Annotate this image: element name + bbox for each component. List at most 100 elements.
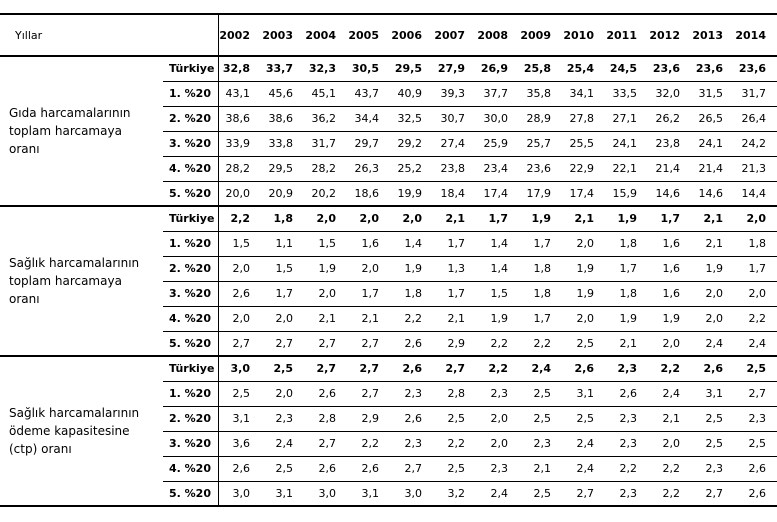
value-cell: 31,7 xyxy=(734,80,777,106)
value-cell: 1,7 xyxy=(433,280,476,306)
value-cell: 2,1 xyxy=(562,205,605,231)
value-cell: 1,9 xyxy=(691,255,734,281)
table-row: 1. %20 1,5 1,1 1,5 1,6 1,4 1,7 1,4 1,7 2,0 1,8 1,6 2… xyxy=(0,230,777,256)
value-cell: 2,6 xyxy=(217,455,261,481)
value-cell: 2,1 xyxy=(433,205,476,231)
value-cell: 1,8 xyxy=(605,230,648,256)
value-cell: 17,9 xyxy=(519,180,562,206)
value-cell: 34,1 xyxy=(562,80,605,106)
value-cell: 2,0 xyxy=(476,430,519,456)
value-cell: 2,0 xyxy=(476,405,519,431)
value-cell: 29,5 xyxy=(390,55,433,81)
value-cell: 3,1 xyxy=(562,380,605,406)
value-cell: 2,1 xyxy=(304,305,347,331)
value-cell: 1,9 xyxy=(605,305,648,331)
value-cell: 2,6 xyxy=(390,355,433,381)
row-label: 2. %20 xyxy=(163,105,218,131)
value-cell: 19,9 xyxy=(390,180,433,206)
section-label: Gıda harcamalarının toplam harcamaya ora… xyxy=(0,55,163,206)
value-cell: 2,3 xyxy=(691,455,734,481)
value-cell: 2,8 xyxy=(433,380,476,406)
value-cell: 2,0 xyxy=(261,305,304,331)
value-cell: 2,4 xyxy=(261,430,304,456)
value-cell: 1,3 xyxy=(433,255,476,281)
value-cell: 2,3 xyxy=(261,405,304,431)
value-cell: 1,5 xyxy=(217,230,261,256)
section-label: Sağlık harcamalarının toplam harcamaya o… xyxy=(0,205,163,356)
value-cell: 2,7 xyxy=(217,330,261,356)
value-cell: 32,3 xyxy=(304,55,347,81)
value-cell: 36,2 xyxy=(304,105,347,131)
value-cell: 1,9 xyxy=(304,255,347,281)
value-cell: 40,9 xyxy=(390,80,433,106)
value-cell: 2,5 xyxy=(217,380,261,406)
row-label: Türkiye xyxy=(163,205,218,231)
value-cell: 3,1 xyxy=(261,480,304,506)
value-cell: 2,7 xyxy=(433,355,476,381)
value-cell: 2,0 xyxy=(734,205,777,231)
value-cell: 32,8 xyxy=(217,55,261,81)
value-cell: 2,4 xyxy=(648,380,691,406)
value-cell: 2,6 xyxy=(734,455,777,481)
value-cell: 3,0 xyxy=(217,355,261,381)
value-cell: 1,9 xyxy=(648,305,691,331)
value-cell: 32,0 xyxy=(648,80,691,106)
table-row: 1. %20 2,5 2,0 2,6 2,7 2,3 2,8 2,3 2,5 3,1 2,6 2,4 3… xyxy=(0,380,777,406)
value-cell: 2,0 xyxy=(562,230,605,256)
value-cell: 22,1 xyxy=(605,155,648,181)
value-cell: 2,2 xyxy=(519,330,562,356)
value-cell: 28,2 xyxy=(304,155,347,181)
value-cell: 35,8 xyxy=(519,80,562,106)
value-cell: 2,2 xyxy=(648,355,691,381)
value-cell: 33,9 xyxy=(217,130,261,156)
value-cell: 32,5 xyxy=(390,105,433,131)
value-cell: 2,2 xyxy=(390,305,433,331)
table-row: Sağlık harcamalarının toplam harcamaya o… xyxy=(0,205,777,356)
value-cell: 25,8 xyxy=(519,55,562,81)
value-cell: 3,1 xyxy=(217,405,261,431)
value-cell: 27,4 xyxy=(433,130,476,156)
value-cell: 1,8 xyxy=(734,230,777,256)
row-label: 5. %20 xyxy=(163,330,218,356)
value-cell: 2,1 xyxy=(691,205,734,231)
value-cell: 2,3 xyxy=(476,380,519,406)
table-row: 5. %20 20,0 20,9 20,2 18,6 19,9 18,4 17,4 17,9 17… xyxy=(0,180,777,206)
value-cell: 2,1 xyxy=(648,405,691,431)
value-cell: 15,9 xyxy=(605,180,648,206)
value-cell: 25,2 xyxy=(390,155,433,181)
value-cell: 39,3 xyxy=(433,80,476,106)
value-cell: 20,0 xyxy=(217,180,261,206)
value-cell: 2,0 xyxy=(217,255,261,281)
value-cell: 2,4 xyxy=(562,455,605,481)
value-cell: 2,2 xyxy=(648,455,691,481)
value-cell: 2,0 xyxy=(347,205,390,231)
value-cell: 2,7 xyxy=(304,330,347,356)
value-cell: 26,4 xyxy=(734,105,777,131)
value-cell: 17,4 xyxy=(562,180,605,206)
value-cell: 28,2 xyxy=(217,155,261,181)
row-label: 2. %20 xyxy=(163,255,218,281)
value-cell: 2,0 xyxy=(304,280,347,306)
value-cell: 26,5 xyxy=(691,105,734,131)
value-cell: 2,3 xyxy=(605,430,648,456)
value-cell: 2,5 xyxy=(519,405,562,431)
value-cell: 17,4 xyxy=(476,180,519,206)
value-cell: 2,7 xyxy=(734,380,777,406)
table-row: 5. %20 3,0 3,1 3,0 3,1 3,0 3,2 2,4 2,5 2,7 2,3 2,2 2… xyxy=(0,480,777,506)
year-header: 2003 xyxy=(261,13,304,57)
year-header: 2013 xyxy=(691,13,734,57)
value-cell: 2,7 xyxy=(691,480,734,506)
value-cell: 1,9 xyxy=(390,255,433,281)
value-cell: 2,5 xyxy=(519,480,562,506)
value-cell: 23,6 xyxy=(648,55,691,81)
value-cell: 3,1 xyxy=(691,380,734,406)
value-cell: 2,6 xyxy=(734,480,777,506)
value-cell: 2,1 xyxy=(433,305,476,331)
value-cell: 2,2 xyxy=(734,305,777,331)
value-cell: 28,9 xyxy=(519,105,562,131)
value-cell: 2,0 xyxy=(691,305,734,331)
row-label: 5. %20 xyxy=(163,180,218,206)
value-cell: 23,6 xyxy=(691,55,734,81)
value-cell: 1,4 xyxy=(390,230,433,256)
value-cell: 1,4 xyxy=(476,230,519,256)
